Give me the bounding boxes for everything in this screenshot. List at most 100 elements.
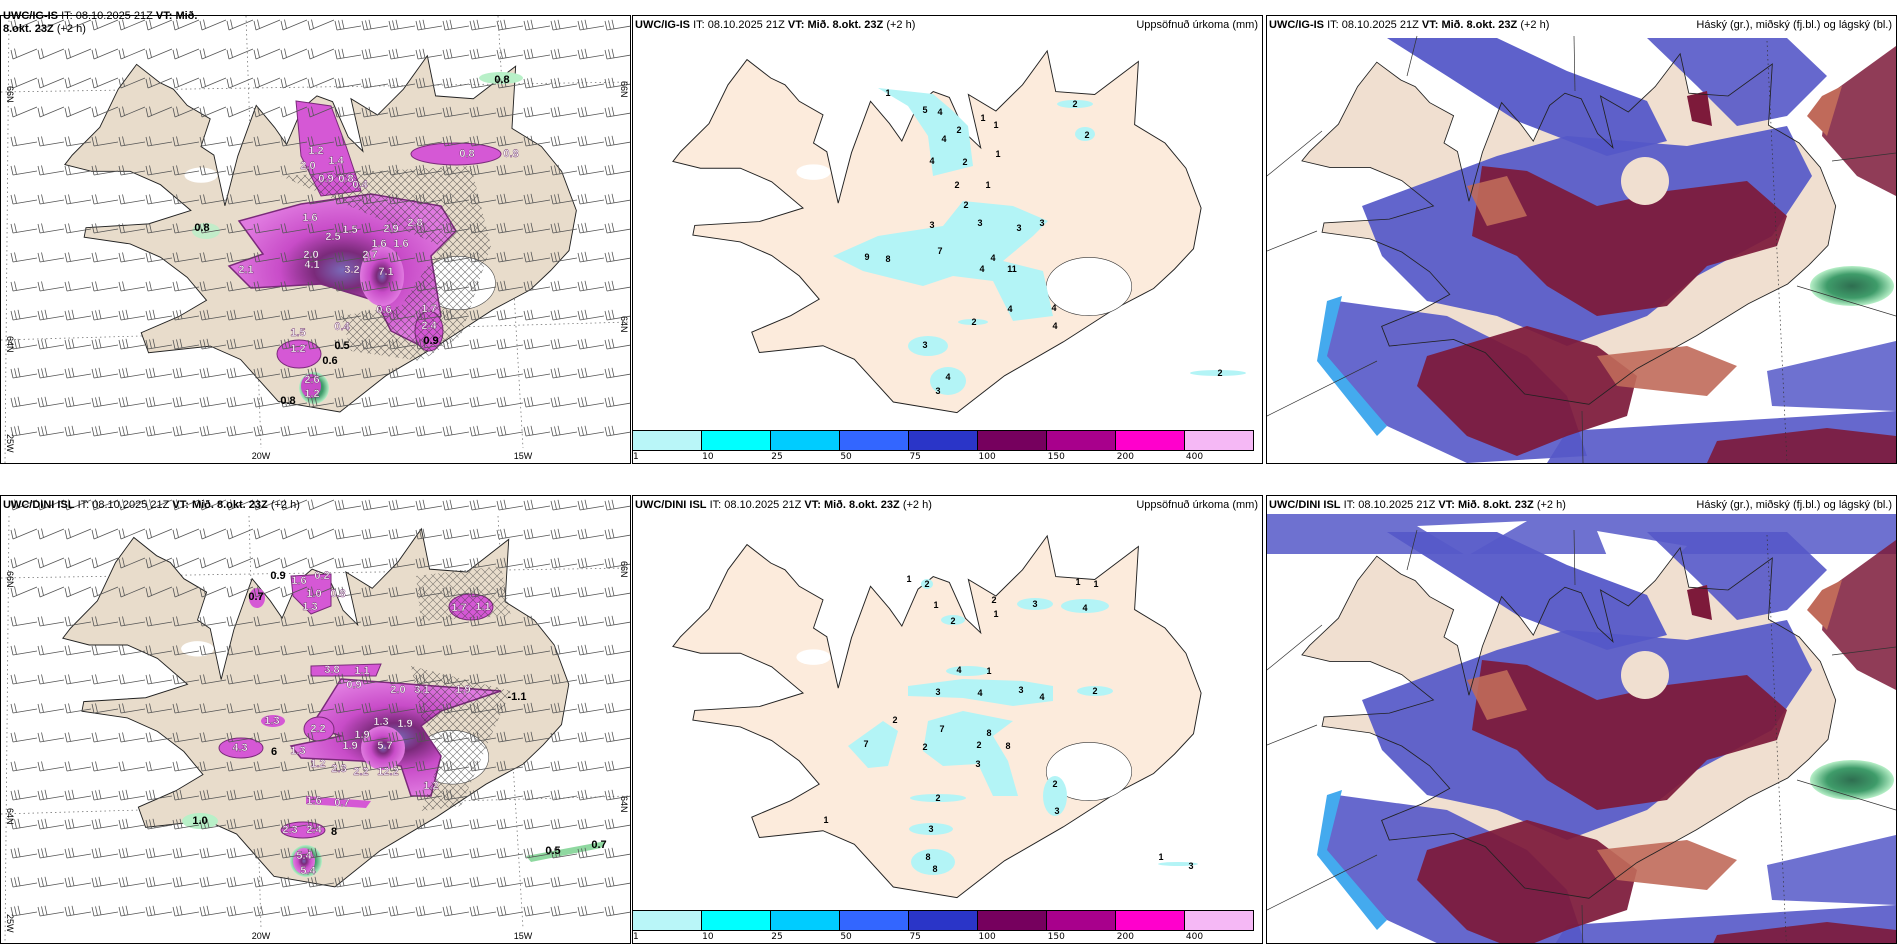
- wind-barb: [226, 77, 254, 89]
- wind-barb: [496, 615, 524, 627]
- wind-barb: [442, 106, 470, 118]
- wind-barb: [145, 309, 173, 321]
- wind-barb: [415, 280, 443, 292]
- lat-label-66n-right: 66N: [619, 81, 629, 98]
- wind-barb: [253, 338, 281, 350]
- wind-barb: [415, 396, 443, 408]
- wind-barb: [64, 645, 92, 656]
- wind-barb: [604, 818, 630, 830]
- wind-barb: [496, 644, 524, 656]
- wind-barb: [550, 222, 578, 234]
- wind-barb: [280, 876, 308, 888]
- lat-label-66n: 66N: [5, 86, 15, 103]
- wind-barb: [145, 645, 173, 656]
- colorbar-label: 10: [702, 452, 714, 462]
- wind-barb: [496, 731, 524, 743]
- wind-barb: [469, 615, 497, 627]
- wind-barb: [280, 499, 308, 511]
- wind-barb: [415, 847, 443, 859]
- wind-barb: [118, 674, 146, 685]
- precip-value-label: 2: [954, 180, 959, 190]
- wind-barb: [226, 223, 254, 234]
- wind-barb: [361, 77, 389, 89]
- wind-barb: [172, 499, 200, 511]
- wind-barb: [172, 19, 200, 31]
- wind-barb: [118, 19, 146, 31]
- precip-value-label: 2: [962, 157, 967, 167]
- wind-barb: [199, 674, 227, 685]
- wind-barb: [334, 789, 362, 801]
- wind-barb: [604, 193, 630, 205]
- colorbar-label: 50: [840, 932, 852, 942]
- wind-barb: [280, 425, 308, 437]
- wind-barb: [226, 165, 254, 176]
- wind-barb: [604, 760, 630, 772]
- precip-value-label: 12.2: [377, 766, 398, 778]
- wind-barb: [172, 223, 200, 234]
- wind-barb: [361, 644, 389, 656]
- wind-barb: [10, 223, 38, 234]
- wind-barb: [199, 425, 227, 437]
- wind-barb: [550, 905, 578, 917]
- precip-value-label: 2.4: [421, 320, 437, 332]
- wind-barb: [91, 645, 119, 656]
- wind-barb: [334, 557, 362, 569]
- wind-barb: [523, 789, 551, 801]
- precip-value-label: 1.0: [306, 588, 321, 600]
- wind-barb: [280, 557, 308, 569]
- wind-barb: [307, 876, 335, 888]
- wind-barb: [280, 789, 308, 801]
- wind-barb: [577, 586, 605, 598]
- precip-value-label: 2: [956, 125, 961, 135]
- wind-barb: [496, 367, 524, 379]
- wind-barb: [253, 674, 281, 685]
- wind-barb: [496, 77, 524, 89]
- wind-barb: [442, 760, 470, 772]
- wind-barb: [496, 19, 524, 31]
- wind-barb: [91, 19, 119, 31]
- wind-barb: [64, 165, 92, 176]
- colorbar-swatch: [702, 431, 771, 450]
- precip-value-label: 4: [1052, 321, 1057, 331]
- wind-barb: [604, 222, 630, 234]
- precip-value-label: 2: [963, 200, 968, 210]
- wind-barb: [361, 528, 389, 540]
- precip-value-label: 2: [1084, 130, 1089, 140]
- vt-label: VT:: [804, 499, 821, 511]
- wind-barb: [334, 702, 362, 714]
- wind-barb: [226, 703, 254, 714]
- precip-value-label: 1.9: [455, 684, 470, 696]
- wind-barb: [172, 847, 200, 859]
- wind-barb: [361, 499, 389, 511]
- wind-barb: [199, 557, 227, 569]
- wind-barb: [253, 847, 281, 859]
- wind-barb: [280, 528, 308, 540]
- precip-value-label: 0.8: [338, 173, 353, 185]
- wind-barb: [361, 396, 389, 408]
- panel-title: UWC/IG-IS IT: 08.10.2025 21Z VT: Mið. 8.…: [3, 10, 215, 36]
- wind-barb: [415, 876, 443, 888]
- wind-barb: [226, 847, 254, 859]
- wind-barb: [37, 77, 65, 89]
- wind-barb: [199, 876, 227, 888]
- wind-barb: [523, 644, 551, 656]
- wind-barb: [496, 135, 524, 147]
- wind-barb: [280, 338, 308, 350]
- wind-barb: [118, 528, 146, 540]
- wind-barb: [118, 876, 146, 888]
- wind-barb: [550, 309, 578, 321]
- precip-value-label: 1.0: [192, 815, 207, 827]
- wind-barb: [550, 586, 578, 598]
- wind-barb: [226, 106, 254, 118]
- lon-label-25w: 25W: [5, 434, 15, 453]
- wind-barb: [118, 48, 146, 60]
- wind-barb: [145, 165, 173, 176]
- precip-value-label: 5: [922, 105, 927, 115]
- wind-barb: [523, 905, 551, 917]
- wind-barb: [253, 732, 281, 743]
- colorbar-label: 25: [771, 932, 783, 942]
- wind-barb: [550, 557, 578, 569]
- wind-barb: [388, 135, 416, 147]
- colorbar-label: 50: [840, 452, 852, 462]
- vt-label: VT:: [787, 19, 805, 31]
